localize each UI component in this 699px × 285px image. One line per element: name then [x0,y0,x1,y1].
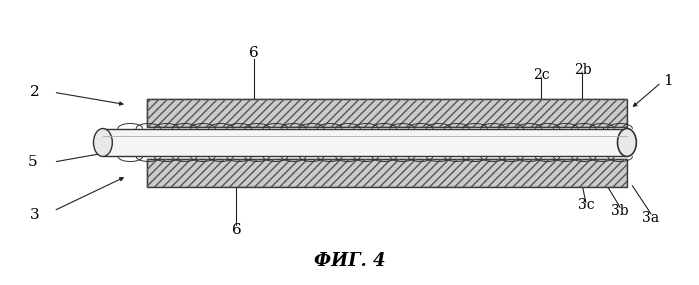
Text: 5: 5 [28,155,38,169]
Bar [147,99,627,127]
Text: 3c: 3c [577,198,594,212]
Text: ФИГ. 4: ФИГ. 4 [314,252,385,270]
Text: 2c: 2c [533,68,549,82]
Bar [147,159,627,187]
Bar [103,129,627,156]
Text: 2: 2 [29,85,39,99]
Ellipse shape [617,129,636,156]
Text: 3: 3 [29,208,39,222]
Text: 6: 6 [231,223,241,237]
Text: 2b: 2b [574,63,591,77]
Text: 3a: 3a [642,211,659,225]
Text: 1: 1 [663,74,673,88]
Text: 2a: 2a [594,130,612,144]
Text: 3b: 3b [611,204,629,218]
Bar [147,99,627,127]
Ellipse shape [94,129,113,156]
Text: 6: 6 [249,46,259,60]
Bar [147,159,627,187]
